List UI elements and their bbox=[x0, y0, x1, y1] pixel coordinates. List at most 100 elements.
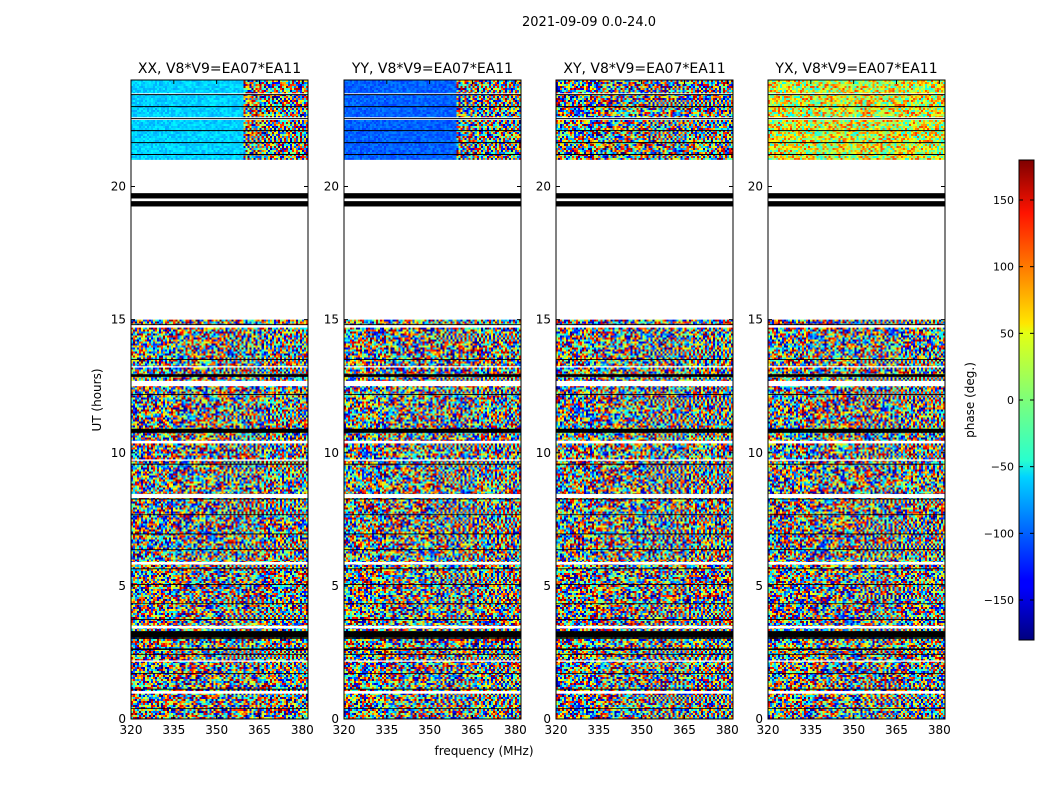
y-tick-label: 0 bbox=[331, 712, 339, 726]
flagged-gap bbox=[556, 494, 733, 499]
x-tick-label: 380 bbox=[504, 723, 527, 737]
flagged-gap bbox=[768, 660, 945, 662]
colorbar-tick-label: 100 bbox=[993, 261, 1014, 274]
flagged-gap bbox=[131, 93, 308, 95]
panels-group: XX, V8*V9=EA07*EA11 320 335 350 365 380 0 5 10 15… bbox=[111, 61, 951, 737]
colorbar-label: phase (deg.) bbox=[963, 362, 977, 438]
flagged-gap bbox=[344, 625, 521, 629]
y-tick-label: 15 bbox=[324, 313, 339, 327]
x-tick-label: 380 bbox=[291, 723, 314, 737]
flagged-gap bbox=[556, 459, 733, 461]
y-tick-label: 15 bbox=[536, 313, 551, 327]
flagged-gap bbox=[344, 440, 521, 444]
solid-band bbox=[344, 648, 521, 650]
panel-title-yx: YX, V8*V9=EA07*EA11 bbox=[774, 61, 937, 77]
panel-title-yy: YY, V8*V9=EA07*EA11 bbox=[351, 61, 513, 77]
solid-band bbox=[131, 374, 308, 377]
solid-band bbox=[556, 374, 733, 377]
y-tick-label: 5 bbox=[331, 579, 339, 593]
colorbar-tick-label: 150 bbox=[993, 194, 1014, 207]
flagged-gap bbox=[344, 324, 521, 328]
flagged-gap bbox=[344, 459, 521, 461]
colorbar-tick-label: −150 bbox=[984, 594, 1014, 607]
y-tick-label: 10 bbox=[748, 446, 763, 460]
flagged-gap bbox=[768, 380, 945, 387]
panel-xy: XY, V8*V9=EA07*EA11 320 335 350 365 380 0 5 10 15… bbox=[536, 61, 739, 737]
panel-yx: YX, V8*V9=EA07*EA11 320 335 350 365 380 0 5 10 15… bbox=[748, 61, 951, 737]
x-tick-label: 335 bbox=[799, 723, 822, 737]
flagged-gap bbox=[556, 660, 733, 662]
y-tick-label: 15 bbox=[111, 313, 126, 327]
y-tick-label: 5 bbox=[118, 579, 126, 593]
panel-title-xx: XX, V8*V9=EA07*EA11 bbox=[138, 61, 301, 77]
colorbar-tick-label: −100 bbox=[984, 527, 1014, 540]
x-tick-label: 320 bbox=[545, 723, 568, 737]
x-tick-label: 380 bbox=[716, 723, 739, 737]
flagged-gap bbox=[131, 324, 308, 328]
flagged-region bbox=[131, 159, 308, 320]
x-tick-label: 365 bbox=[461, 723, 484, 737]
flagged-gap bbox=[768, 324, 945, 328]
solid-band bbox=[131, 648, 308, 650]
colorbar-tick-label: 50 bbox=[1000, 327, 1014, 340]
flagged-gap bbox=[344, 561, 521, 565]
y-tick-label: 0 bbox=[755, 712, 763, 726]
solid-band bbox=[556, 648, 733, 650]
solid-band bbox=[344, 193, 521, 199]
y-tick-label: 15 bbox=[748, 313, 763, 327]
solid-band bbox=[344, 428, 521, 433]
solid-band bbox=[768, 193, 945, 199]
x-tick-label: 350 bbox=[630, 723, 653, 737]
flagged-gap bbox=[131, 691, 308, 694]
x-tick-label: 350 bbox=[205, 723, 228, 737]
solid-band bbox=[556, 201, 733, 207]
x-tick-label: 335 bbox=[375, 723, 398, 737]
x-axis-label: frequency (MHz) bbox=[434, 744, 533, 758]
solid-band bbox=[768, 201, 945, 207]
flagged-gap bbox=[556, 691, 733, 694]
x-tick-label: 350 bbox=[842, 723, 865, 737]
solid-band bbox=[131, 193, 308, 199]
flagged-gap bbox=[131, 459, 308, 461]
x-tick-label: 350 bbox=[418, 723, 441, 737]
panel-frame bbox=[555, 79, 734, 720]
flagged-gap bbox=[131, 660, 308, 662]
flagged-gap bbox=[344, 691, 521, 694]
flagged-gap bbox=[768, 366, 945, 368]
y-tick-label: 20 bbox=[324, 180, 339, 194]
solid-band bbox=[768, 631, 945, 638]
flagged-gap bbox=[344, 660, 521, 662]
flagged-gap bbox=[344, 494, 521, 499]
y-tick-label: 10 bbox=[324, 446, 339, 460]
flagged-gap bbox=[556, 561, 733, 565]
x-tick-label: 320 bbox=[757, 723, 780, 737]
panel-xx: XX, V8*V9=EA07*EA11 320 335 350 365 380 0 5 10 15… bbox=[111, 61, 314, 737]
panel-frame bbox=[767, 79, 946, 720]
colorbar-tick-label: 0 bbox=[1007, 394, 1014, 407]
flagged-gap bbox=[768, 494, 945, 499]
flagged-gap bbox=[556, 440, 733, 444]
solid-band bbox=[768, 374, 945, 377]
solid-band bbox=[131, 201, 308, 207]
flagged-gap bbox=[131, 561, 308, 565]
solid-band bbox=[344, 631, 521, 638]
y-axis-label: UT (hours) bbox=[90, 368, 104, 431]
y-tick-label: 0 bbox=[118, 712, 126, 726]
flagged-gap bbox=[131, 380, 308, 387]
solid-band bbox=[556, 193, 733, 199]
x-tick-label: 380 bbox=[928, 723, 951, 737]
flagged-region bbox=[556, 159, 733, 320]
x-tick-label: 335 bbox=[587, 723, 610, 737]
y-tick-label: 10 bbox=[536, 446, 551, 460]
flagged-gap bbox=[556, 380, 733, 387]
flagged-gap bbox=[344, 366, 521, 368]
flagged-gap bbox=[556, 625, 733, 629]
flagged-region bbox=[768, 159, 945, 320]
x-tick-label: 320 bbox=[333, 723, 356, 737]
y-tick-label: 20 bbox=[748, 180, 763, 194]
x-tick-label: 365 bbox=[673, 723, 696, 737]
panel-yy: YY, V8*V9=EA07*EA11 320 335 350 365 380 0 5 10 15… bbox=[324, 61, 527, 737]
colorbar-tick-label: −50 bbox=[991, 461, 1014, 474]
solid-band bbox=[131, 631, 308, 638]
